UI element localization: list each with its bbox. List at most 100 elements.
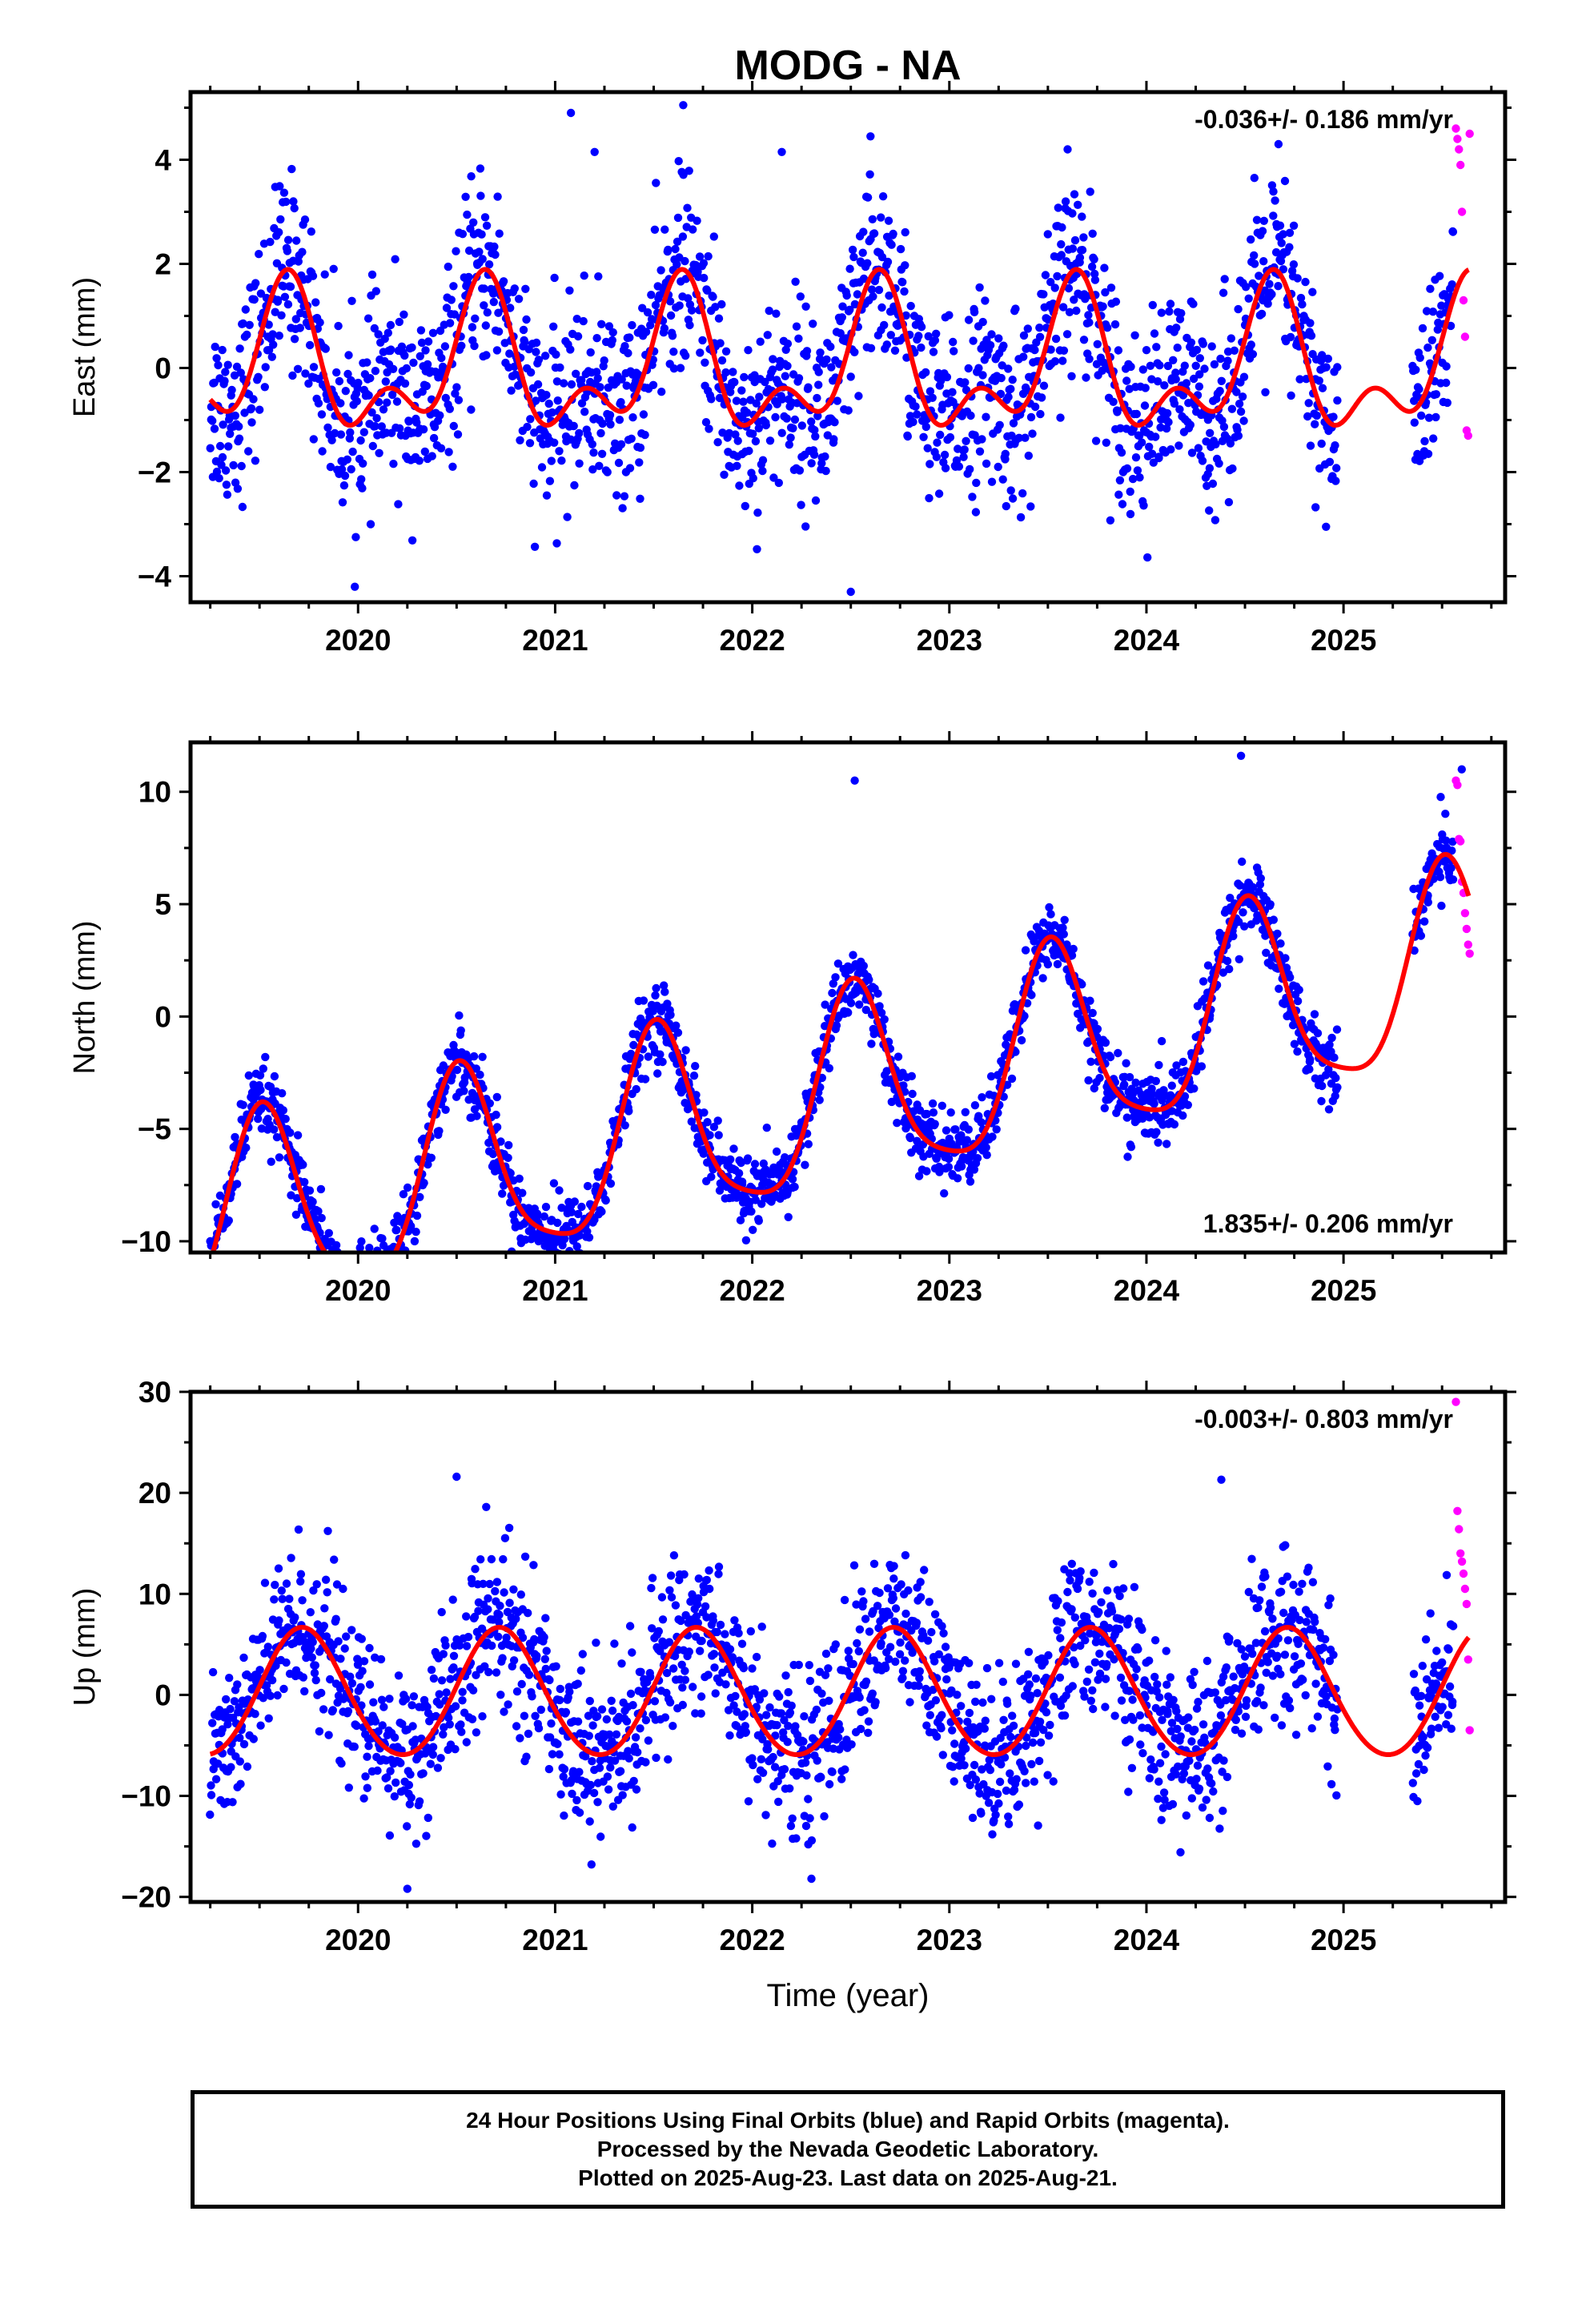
final-orbit-point [1422,307,1431,316]
final-orbit-point [1106,283,1116,292]
final-orbit-point [1219,422,1229,432]
final-orbit-point [832,1021,841,1030]
final-orbit-point [992,1125,1001,1134]
final-orbit-point [617,375,626,384]
final-orbit-point [639,410,648,419]
final-orbit-point [1250,259,1259,268]
final-orbit-point [756,337,765,346]
final-orbit-point [484,260,494,269]
final-orbit-point [516,1590,525,1599]
final-orbit-point [1060,915,1069,925]
final-orbit-point [557,1204,566,1212]
final-orbit-point [612,1730,621,1739]
final-orbit-point [310,1668,319,1678]
final-orbit-point [222,1695,231,1704]
final-orbit-point [1175,405,1184,414]
final-orbit-point [235,434,244,443]
final-orbit-point [455,1011,464,1020]
final-orbit-point [279,188,289,197]
final-orbit-point [545,476,555,485]
final-orbit-point [320,270,329,279]
final-orbit-point [498,1654,507,1663]
final-orbit-point [917,343,926,352]
final-orbit-point [408,536,417,545]
final-orbit-point [592,1638,600,1647]
final-orbit-point [729,368,737,376]
final-orbit-point [1205,464,1215,472]
final-orbit-point [1172,1061,1181,1070]
final-orbit-point [580,271,588,280]
final-orbit-point [740,1710,749,1719]
final-orbit-point [441,393,450,403]
final-orbit-point [877,252,887,262]
rapid-orbit-point [1453,781,1462,790]
final-orbit-point [900,287,909,296]
final-orbit-point [347,1261,355,1269]
final-orbit-point [249,395,258,404]
final-orbit-point [343,455,351,464]
final-orbit-point [804,1795,813,1803]
final-orbit-point [575,1767,584,1776]
final-orbit-point [1238,857,1247,866]
final-orbit-point [512,1722,521,1731]
final-orbit-point [311,1661,319,1670]
final-orbit-point [1148,300,1158,310]
final-orbit-point [521,284,530,293]
final-orbit-point [739,397,748,406]
final-orbit-point [298,247,307,256]
final-orbit-point [780,1765,789,1774]
final-orbit-point [291,315,300,324]
final-orbit-point [749,1225,757,1235]
final-orbit-point [826,342,835,352]
final-orbit-point [681,352,690,360]
final-orbit-point [1155,361,1164,370]
final-orbit-point [226,1704,235,1714]
final-orbit-point [677,1616,685,1626]
final-orbit-point [343,1707,353,1715]
final-orbit-point [1415,353,1424,362]
final-orbit-point [1333,1083,1342,1092]
final-orbit-point [211,342,219,352]
final-orbit-point [343,369,352,379]
final-orbit-point [859,274,869,283]
final-orbit-point [753,545,761,553]
final-orbit-point [484,1605,492,1614]
final-orbit-point [1086,996,1094,1005]
final-orbit-point [1447,846,1456,855]
final-orbit-point [423,360,432,369]
final-orbit-point [610,1756,620,1765]
final-orbit-point [223,1720,232,1729]
final-orbit-point [492,1123,502,1132]
final-orbit-point [573,1679,582,1688]
final-orbit-point [467,172,476,181]
final-orbit-point [909,417,917,427]
final-orbit-point [1258,227,1267,235]
final-orbit-point [290,335,299,344]
final-orbit-point [714,314,724,323]
final-orbit-point [987,477,997,486]
final-orbit-point [1259,257,1268,266]
final-orbit-point [338,498,347,507]
final-orbit-point [1457,765,1467,774]
final-orbit-point [373,1766,382,1775]
final-orbit-point [721,1680,730,1689]
final-orbit-point [271,1580,279,1590]
final-orbit-point [1446,321,1456,331]
final-orbit-point [1274,282,1283,291]
final-orbit-point [433,1763,443,1772]
final-orbit-point [1118,500,1127,509]
final-orbit-point [449,1651,459,1660]
final-orbit-point [260,383,269,392]
final-orbit-point [809,450,819,459]
final-orbit-point [207,1791,216,1799]
final-orbit-point [295,324,304,332]
final-orbit-point [1171,368,1180,377]
final-orbit-point [1098,366,1107,375]
final-orbit-point [601,1196,610,1205]
final-orbit-point [323,1588,331,1597]
final-orbit-point [1070,190,1079,199]
final-orbit-point [1200,364,1209,373]
final-orbit-point [1109,397,1118,406]
final-orbit-point [812,1705,821,1715]
final-orbit-point [1002,501,1011,511]
